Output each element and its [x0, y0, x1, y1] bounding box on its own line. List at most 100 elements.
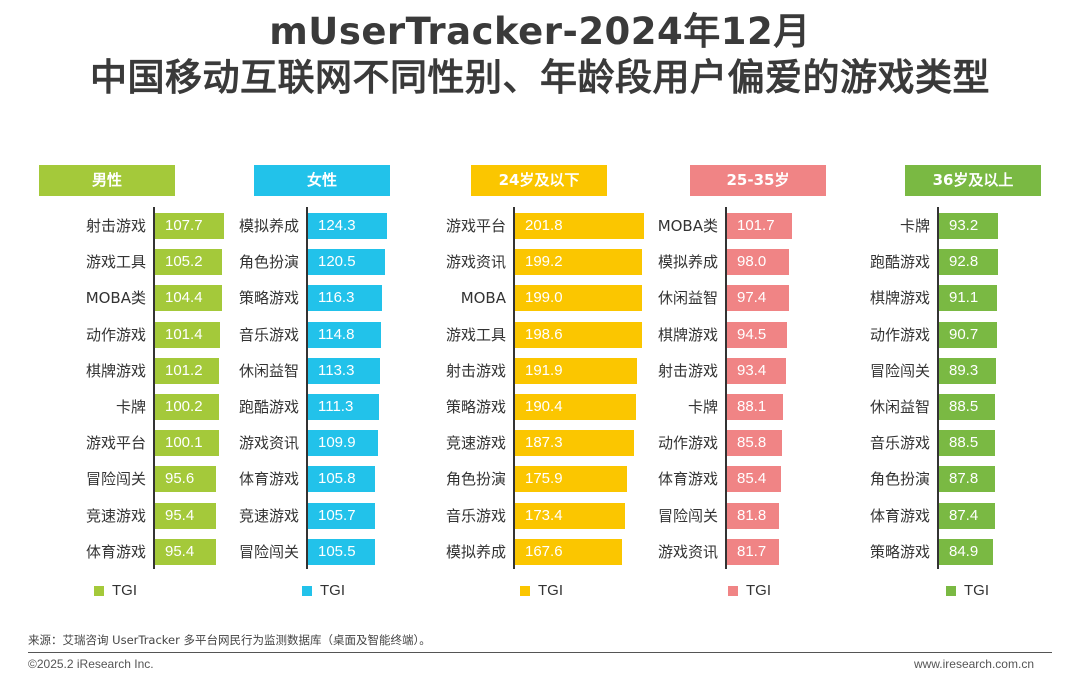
bar: 89.3 — [939, 358, 996, 384]
category-label: 游戏资讯 — [445, 253, 506, 271]
category-label: 竞速游戏 — [445, 434, 506, 452]
legend-swatch — [302, 586, 312, 596]
bar: 93.2 — [939, 213, 998, 239]
panel-header: 25-35岁 — [690, 165, 826, 196]
bar: 88.1 — [727, 394, 783, 420]
bar: 93.4 — [727, 358, 786, 384]
category-axis-line — [937, 207, 939, 569]
bar-value-label: 187.3 — [525, 434, 563, 451]
bar: 87.4 — [939, 503, 995, 529]
category-axis-line — [725, 207, 727, 569]
bar: 105.5 — [308, 539, 375, 565]
bar: 98.0 — [727, 249, 789, 275]
bar: 101.4 — [155, 322, 220, 348]
category-label: 动作游戏 — [657, 434, 718, 452]
bar-value-label: 105.8 — [318, 470, 356, 487]
bar: 91.1 — [939, 285, 997, 311]
category-label: MOBA类 — [85, 289, 146, 307]
category-label: 角色扮演 — [238, 253, 299, 271]
category-label: 策略游戏 — [238, 289, 299, 307]
category-label: 模拟养成 — [238, 217, 299, 235]
bar-value-label: 105.7 — [318, 507, 356, 524]
category-label: 棋牌游戏 — [869, 289, 930, 307]
bar-value-label: 94.5 — [737, 326, 767, 343]
chart-title-line1: mUserTracker-2024年12月 — [269, 10, 811, 53]
bar: 111.3 — [308, 394, 379, 420]
legend-label: TGI — [746, 582, 771, 599]
footer-divider — [28, 652, 1052, 653]
bar: 105.7 — [308, 503, 375, 529]
bar-value-label: 87.8 — [949, 470, 979, 487]
bar-value-label: 113.3 — [318, 362, 355, 379]
website-url: www.iresearch.com.cn — [913, 657, 1034, 671]
bar: 167.6 — [515, 539, 622, 565]
category-label: 动作游戏 — [85, 326, 146, 344]
category-label: 卡牌 — [899, 217, 930, 235]
bar-value-label: 167.6 — [525, 543, 563, 560]
category-label: 冒险闯关 — [869, 362, 930, 380]
bar-value-label: 90.7 — [949, 326, 979, 343]
chart-title-line2: 中国移动互联网不同性别、年龄段用户偏爱的游戏类型 — [90, 56, 990, 99]
bar-value-label: 98.0 — [737, 253, 767, 270]
bar: 198.6 — [515, 322, 642, 348]
bar-value-label: 191.9 — [525, 362, 563, 379]
bar-value-label: 175.9 — [525, 470, 563, 487]
bar: 116.3 — [308, 285, 382, 311]
category-label: 游戏资讯 — [657, 543, 718, 561]
category-label: 角色扮演 — [445, 470, 506, 488]
category-label: 射击游戏 — [445, 362, 506, 380]
category-label: 竞速游戏 — [85, 507, 146, 525]
bar-value-label: 124.3 — [318, 217, 356, 234]
bar: 81.8 — [727, 503, 779, 529]
bar-value-label: 199.0 — [525, 289, 563, 306]
category-label: 冒险闯关 — [238, 543, 299, 561]
bar-value-label: 95.4 — [165, 543, 195, 560]
legend-label: TGI — [320, 582, 345, 599]
category-label: 卡牌 — [115, 398, 146, 416]
bar-value-label: 88.1 — [737, 398, 767, 415]
bar: 85.8 — [727, 430, 782, 456]
category-label: 冒险闯关 — [657, 507, 718, 525]
bar-value-label: 201.8 — [525, 217, 563, 234]
category-label: 射击游戏 — [657, 362, 718, 380]
bar-value-label: 116.3 — [318, 289, 355, 306]
category-label: 音乐游戏 — [869, 434, 930, 452]
category-label: 体育游戏 — [657, 470, 718, 488]
bar: 88.5 — [939, 430, 995, 456]
category-label: 体育游戏 — [238, 470, 299, 488]
bar: 173.4 — [515, 503, 625, 529]
bar: 94.5 — [727, 322, 787, 348]
bar-value-label: 114.8 — [318, 326, 355, 343]
category-label: 动作游戏 — [869, 326, 930, 344]
source-note: 来源：艾瑞咨询 UserTracker 多平台网民行为监测数据库（桌面及智能终端… — [28, 633, 431, 647]
bar-value-label: 105.2 — [165, 253, 203, 270]
copyright-text: ©2025.2 iResearch Inc. — [28, 657, 154, 671]
category-label: 休闲益智 — [238, 362, 299, 380]
category-label: 跑酷游戏 — [238, 398, 299, 416]
bar-value-label: 109.9 — [318, 434, 356, 451]
bar-value-label: 107.7 — [165, 217, 203, 234]
bar-value-label: 190.4 — [525, 398, 563, 415]
legend-label: TGI — [538, 582, 563, 599]
bar: 175.9 — [515, 466, 627, 492]
category-label: 棋牌游戏 — [85, 362, 146, 380]
legend-swatch — [94, 586, 104, 596]
bar: 101.2 — [155, 358, 219, 384]
bar-value-label: 101.2 — [165, 362, 203, 379]
bar: 92.8 — [939, 249, 998, 275]
panel-header: 24岁及以下 — [471, 165, 607, 196]
category-label: 竞速游戏 — [238, 507, 299, 525]
category-label: 角色扮演 — [869, 470, 930, 488]
bar-value-label: 95.4 — [165, 507, 195, 524]
bar-value-label: 89.3 — [949, 362, 979, 379]
bar-value-label: 101.7 — [737, 217, 775, 234]
bar: 201.8 — [515, 213, 644, 239]
bar: 113.3 — [308, 358, 380, 384]
bar: 100.1 — [155, 430, 219, 456]
panel-header: 男性 — [39, 165, 175, 196]
bar-value-label: 88.5 — [949, 434, 979, 451]
bar: 90.7 — [939, 322, 997, 348]
bar: 87.8 — [939, 466, 995, 492]
bar-value-label: 87.4 — [949, 507, 979, 524]
bar-value-label: 88.5 — [949, 398, 979, 415]
